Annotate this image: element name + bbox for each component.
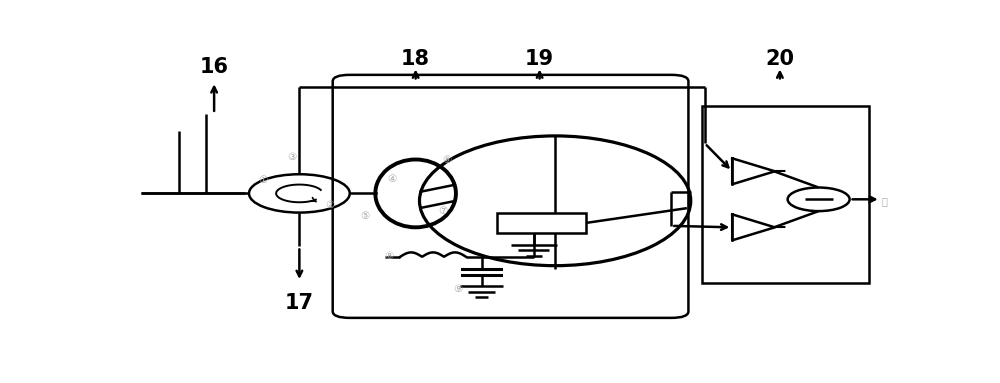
- Text: ③: ③: [287, 152, 296, 162]
- Text: ⑧: ⑧: [384, 251, 393, 261]
- Text: ④: ④: [387, 174, 396, 184]
- Text: ⑦: ⑦: [438, 206, 447, 216]
- Text: 20: 20: [765, 49, 794, 69]
- Text: ⑤: ⑤: [361, 211, 370, 221]
- Text: 16: 16: [200, 57, 229, 77]
- Text: 19: 19: [525, 49, 554, 69]
- Circle shape: [788, 188, 850, 211]
- Bar: [497, 213, 586, 233]
- Text: ①: ①: [258, 175, 268, 185]
- Text: 18: 18: [401, 49, 430, 69]
- Text: 17: 17: [285, 293, 314, 313]
- Text: ②: ②: [326, 200, 335, 210]
- Text: ⑥: ⑥: [442, 154, 451, 165]
- Text: ⑨: ⑨: [454, 284, 463, 294]
- Bar: [702, 106, 869, 283]
- Text: ⑱: ⑱: [882, 196, 887, 206]
